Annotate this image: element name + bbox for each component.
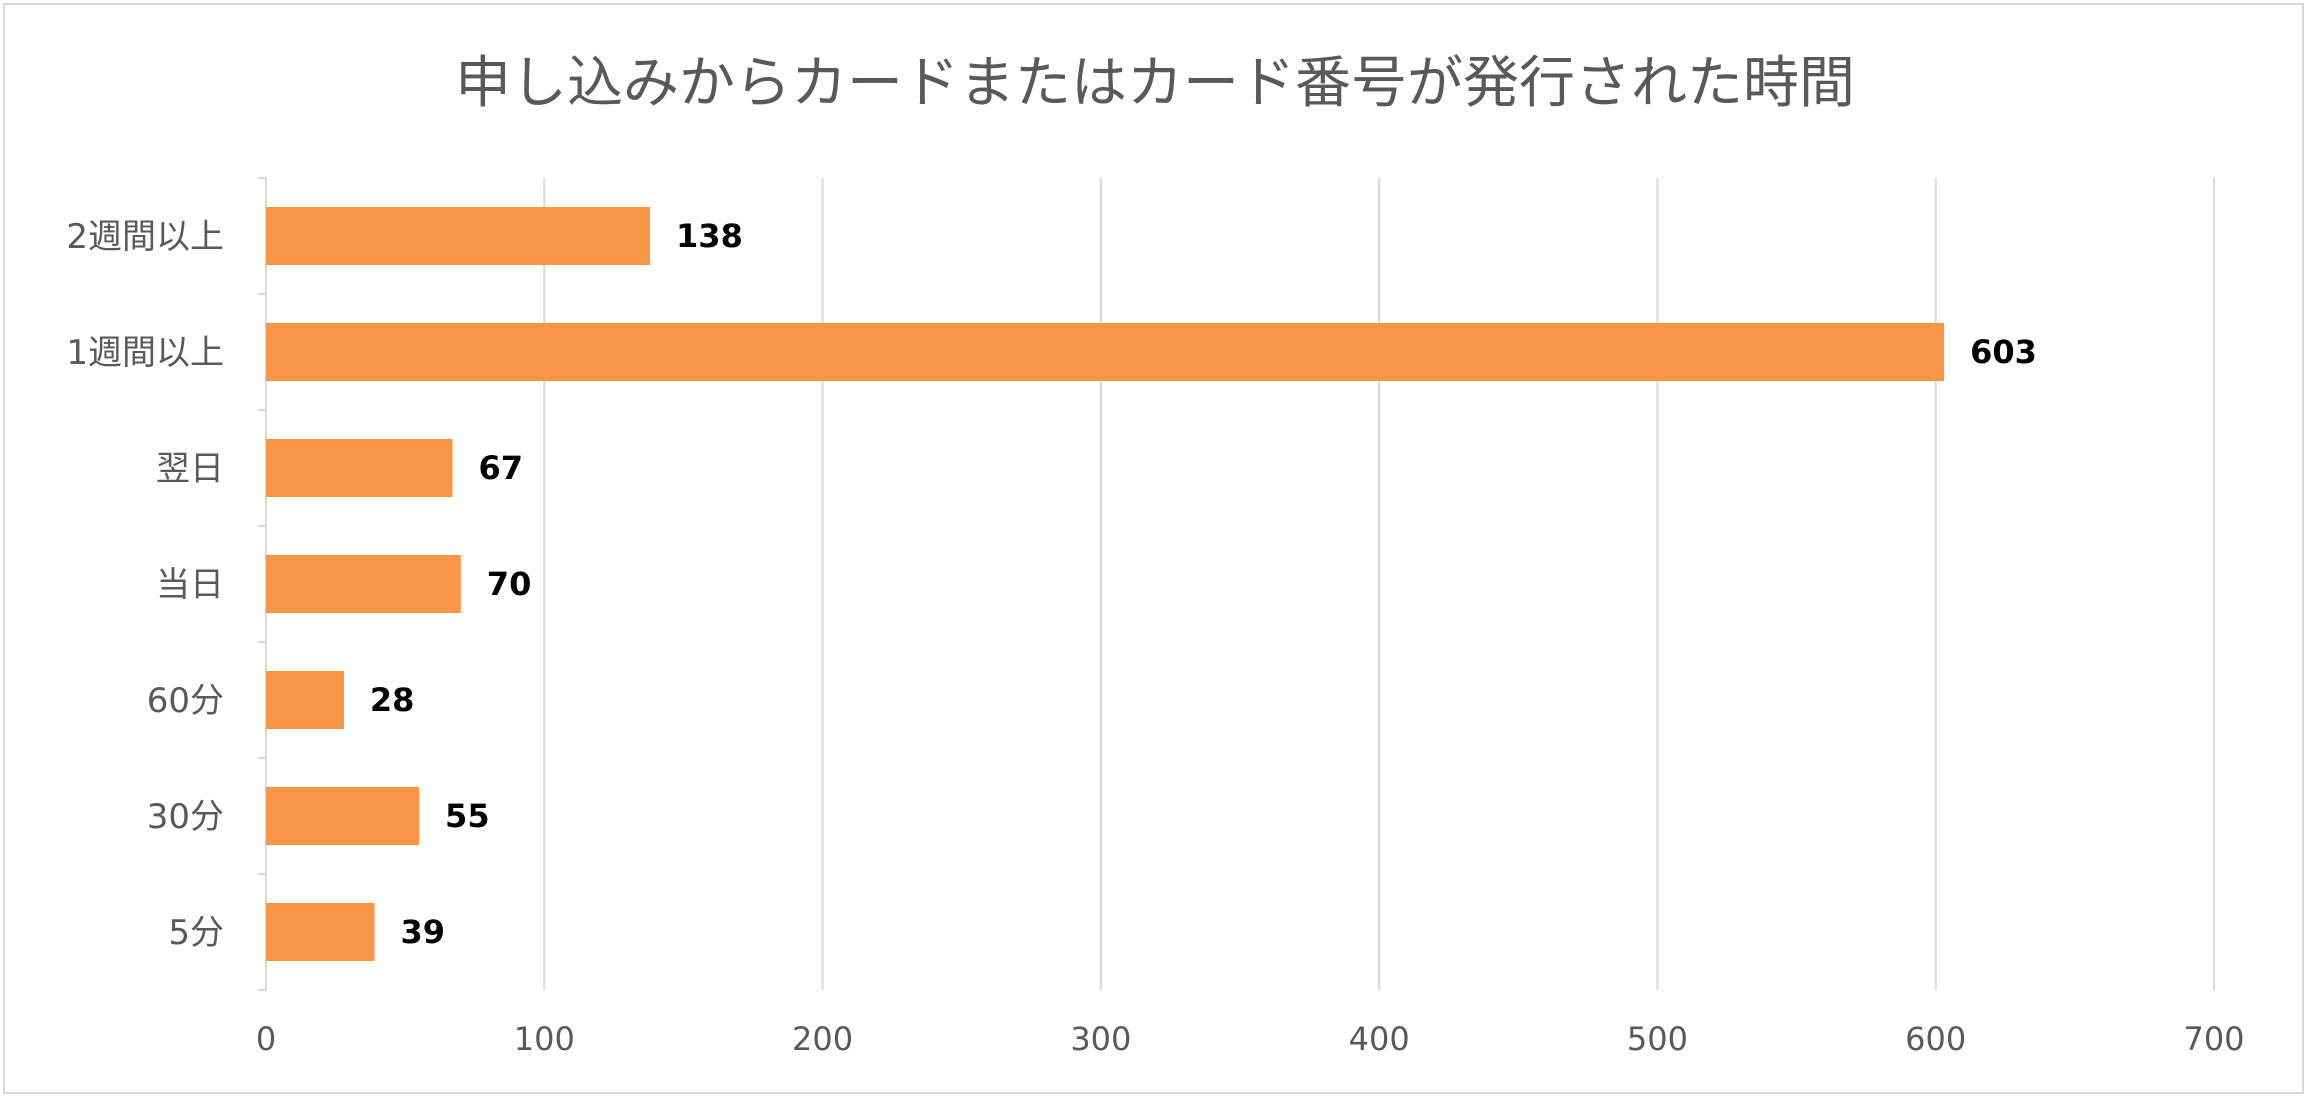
category-label: 5分 (168, 913, 224, 953)
category-label: 1週間以上 (66, 333, 224, 373)
chart-title: 申し込みからカードまたはカード番号が発行された時間 (455, 51, 1855, 116)
data-label: 67 (478, 449, 523, 487)
data-label: 603 (1970, 333, 2037, 371)
category-label: 30分 (147, 797, 224, 837)
x-tick-label: 500 (1627, 1020, 1688, 1058)
x-tick-label: 600 (1905, 1020, 1966, 1058)
data-label: 28 (370, 681, 415, 719)
x-tick-label: 0 (256, 1020, 276, 1058)
x-tick-label: 300 (1070, 1020, 1131, 1058)
bar (266, 787, 420, 845)
x-tick-label: 100 (514, 1020, 575, 1058)
data-label: 138 (676, 217, 743, 255)
bar (266, 671, 344, 729)
category-label: 当日 (156, 565, 224, 605)
data-labels: 138 603 67 70 28 55 39 (370, 217, 2037, 951)
bar (266, 207, 651, 265)
category-axis (258, 177, 267, 991)
category-label: 60分 (147, 681, 224, 721)
x-tick-labels: 0 100 200 300 400 500 600 700 (256, 1020, 2245, 1058)
bar (266, 903, 375, 961)
data-label: 39 (401, 913, 446, 951)
gridlines (543, 178, 2215, 990)
x-tick-label: 700 (2183, 1020, 2244, 1058)
bar (266, 439, 453, 497)
data-label: 70 (487, 565, 532, 603)
x-tick-label: 200 (792, 1020, 853, 1058)
x-tick-label: 400 (1349, 1020, 1410, 1058)
data-label: 55 (445, 797, 490, 835)
bars (266, 207, 1945, 961)
bar (266, 323, 1945, 381)
category-label: 翌日 (156, 449, 224, 489)
category-label: 2週間以上 (66, 217, 224, 257)
bar (266, 555, 461, 613)
chart-frame (3, 3, 2304, 1094)
